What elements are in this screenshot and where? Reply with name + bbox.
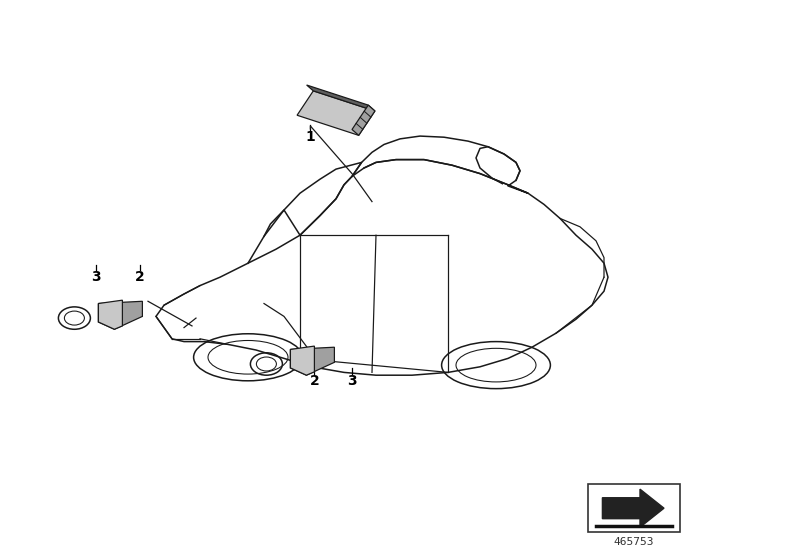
Bar [588,484,680,532]
Text: 1: 1 [306,130,315,144]
Polygon shape [98,301,142,329]
Polygon shape [290,346,314,375]
Polygon shape [297,91,375,136]
Text: 2: 2 [310,374,319,388]
Text: 2: 2 [135,270,145,284]
Polygon shape [352,105,375,136]
Text: 3: 3 [91,270,101,284]
Polygon shape [602,489,664,528]
Polygon shape [98,300,122,329]
Polygon shape [306,85,375,111]
Text: 465753: 465753 [614,537,654,547]
Text: 3: 3 [347,374,357,388]
Polygon shape [290,347,334,375]
